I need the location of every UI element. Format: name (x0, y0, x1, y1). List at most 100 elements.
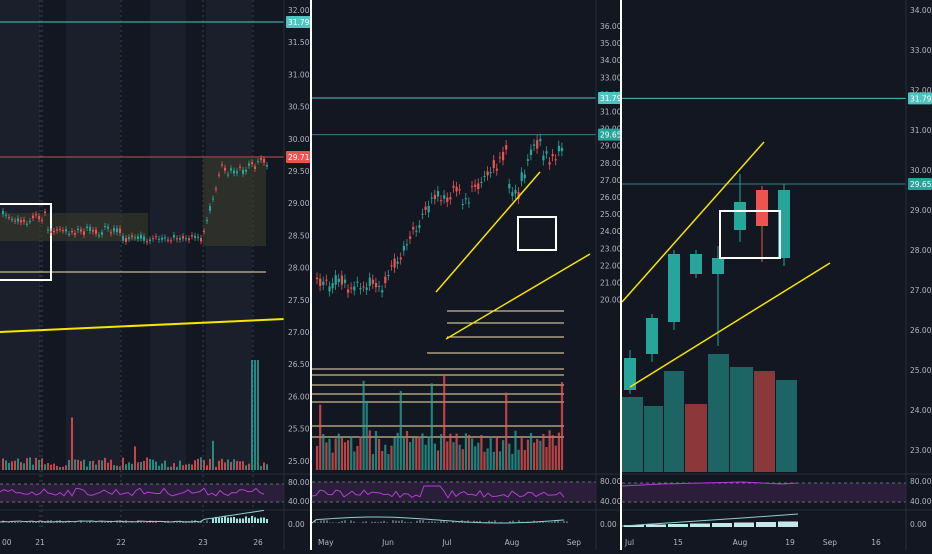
price-axis-label: 23.00 (600, 244, 620, 253)
volume-bar (400, 391, 402, 470)
candle (375, 283, 377, 287)
chart-panel-middle[interactable]: 36.0035.0034.0033.0032.0031.0030.0029.00… (312, 0, 620, 550)
candle (338, 279, 340, 282)
price-axis-label: 23.00 (910, 446, 932, 455)
volume-bar (101, 460, 103, 470)
macd-bar (401, 520, 403, 523)
macd-bar (416, 521, 418, 523)
macd-bar (431, 521, 433, 523)
price-axis-label: 25.50 (288, 425, 310, 434)
candle (26, 224, 28, 225)
macd-bar (425, 522, 427, 523)
candle (328, 287, 330, 292)
volume-bar (137, 462, 139, 470)
volume-bar (369, 430, 371, 470)
volume-bar (170, 467, 172, 470)
candle (440, 200, 442, 201)
candle (511, 192, 513, 196)
volume-bar (542, 434, 544, 470)
volume-bar (8, 463, 10, 470)
volume-bar (218, 461, 220, 470)
macd-bar (248, 518, 250, 523)
volume-bar (452, 442, 454, 470)
volume-bar (483, 452, 485, 470)
candle (197, 237, 199, 238)
candle (167, 240, 169, 241)
volume-bar (536, 439, 538, 470)
candle (400, 258, 402, 260)
candle (179, 238, 181, 239)
volume-bar (754, 371, 775, 472)
candle (493, 160, 495, 168)
volume-bar (122, 458, 124, 470)
candle (372, 280, 374, 284)
price-axis-label: 36.00 (600, 22, 620, 31)
price-axis-label: 32.00 (288, 6, 310, 15)
time-axis-label: May (318, 538, 334, 547)
volume-bar (552, 435, 554, 470)
candle (107, 227, 109, 229)
candle (89, 227, 91, 231)
volume-bar (92, 461, 94, 470)
macd-bar (410, 522, 412, 523)
volume-bar (322, 434, 324, 470)
volume-bar (257, 360, 259, 470)
volume-bar (251, 360, 253, 470)
price-axis-label: 35.00 (600, 39, 620, 48)
volume-bar (146, 457, 148, 470)
volume-bar (415, 438, 417, 470)
candle (496, 169, 498, 171)
volume-bar (363, 381, 365, 470)
volume-bar (113, 465, 115, 470)
price-axis-label: 24.00 (600, 227, 620, 236)
candle (56, 229, 58, 230)
candle (369, 278, 371, 286)
time-axis-label: 22 (116, 538, 126, 547)
candle (490, 172, 492, 173)
volume-bar (215, 467, 217, 470)
candle (384, 277, 386, 283)
volume-bar (776, 380, 797, 472)
candle (20, 220, 22, 222)
candle (209, 206, 211, 211)
candle (185, 238, 187, 239)
volume-bar (384, 445, 386, 470)
candle (38, 216, 40, 219)
volume-bar (456, 434, 458, 470)
macd-bar (690, 524, 710, 528)
candle (71, 231, 73, 232)
candle (434, 195, 436, 199)
volume-bar (164, 461, 166, 470)
volume-bar (23, 463, 25, 470)
macd-line (312, 517, 564, 523)
macd-bar (374, 522, 376, 523)
volume-bar (65, 465, 67, 470)
candle (170, 240, 172, 241)
volume-bar (179, 461, 181, 470)
volume-bar (116, 466, 118, 470)
volume-bar (499, 451, 501, 470)
selection-box (518, 217, 556, 250)
candle (200, 238, 202, 241)
candle (390, 265, 392, 266)
time-axis-label: 19 (785, 538, 795, 547)
time-axis-label: 23 (198, 538, 208, 547)
candle (266, 165, 268, 167)
time-axis-label: 21 (35, 538, 45, 547)
macd-bar (20, 522, 22, 523)
volume-bar (14, 461, 16, 470)
macd-bar (218, 518, 220, 523)
macd-bar (443, 521, 445, 523)
candle (409, 236, 411, 238)
volume-bar (468, 435, 470, 470)
volume-bar (412, 438, 414, 470)
price-axis-label: 26.00 (910, 326, 932, 335)
candle (646, 318, 658, 354)
volume-bar (200, 457, 202, 470)
volume-bar (375, 431, 377, 470)
volume-bar (221, 459, 223, 470)
candle (122, 236, 124, 241)
volume-bar (26, 458, 28, 470)
